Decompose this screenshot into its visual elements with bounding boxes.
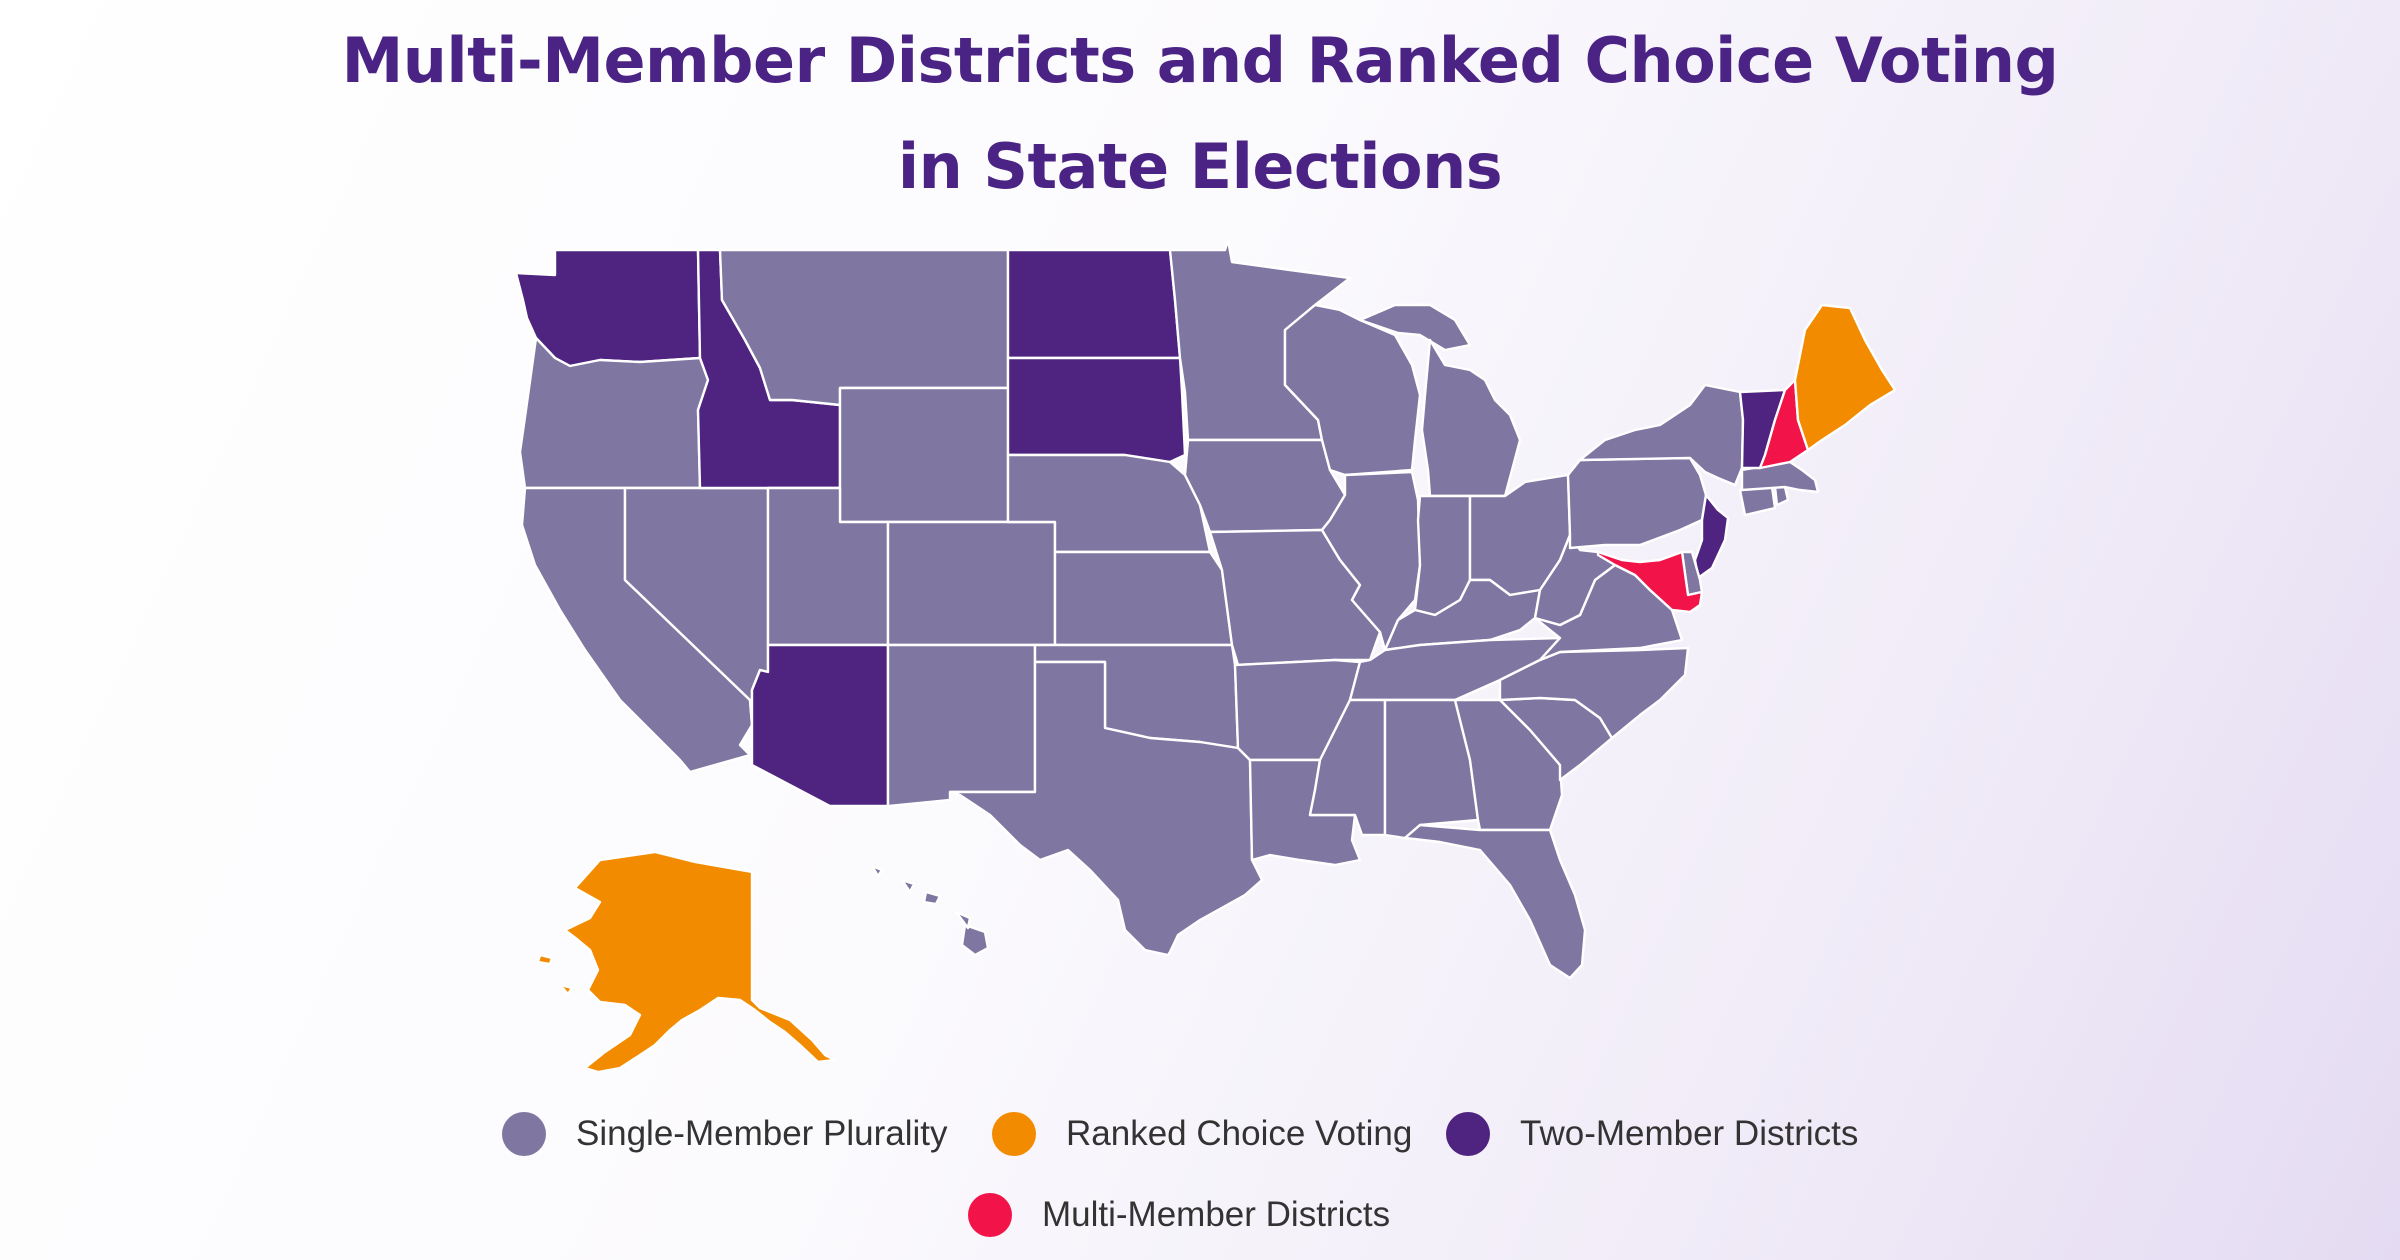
state-iowa[interactable] — [1183, 438, 1347, 534]
legend-swatch-multi-member — [968, 1193, 1012, 1237]
state-hawaii[interactable] — [870, 864, 990, 957]
legend-swatch-ranked-choice — [992, 1112, 1036, 1156]
state-new-mexico[interactable] — [886, 643, 1037, 808]
state-colorado[interactable] — [886, 520, 1057, 647]
state-south-dakota[interactable] — [1006, 356, 1187, 464]
legend-item-single-member: Single-Member Plurality — [502, 1112, 948, 1156]
legend-label-ranked-choice: Ranked Choice Voting — [1066, 1114, 1413, 1153]
legend-label-two-member: Two-Member Districts — [1520, 1114, 1859, 1153]
state-massachusetts[interactable] — [1740, 460, 1820, 494]
state-alaska[interactable] — [536, 850, 837, 1074]
legend-label-single-member: Single-Member Plurality — [576, 1114, 948, 1153]
state-arizona[interactable] — [750, 643, 890, 808]
state-kentucky[interactable] — [1383, 578, 1542, 652]
title-line-1: Multi-Member Districts and Ranked Choice… — [341, 24, 2059, 97]
state-pennsylvania[interactable] — [1566, 456, 1708, 550]
state-michigan[interactable] — [1358, 303, 1522, 498]
state-oregon[interactable] — [518, 336, 710, 490]
state-wyoming[interactable] — [838, 386, 1010, 524]
state-wisconsin[interactable] — [1283, 303, 1422, 477]
state-rhode-island[interactable] — [1773, 485, 1790, 507]
state-montana[interactable] — [718, 248, 1010, 407]
state-connecticut[interactable] — [1738, 485, 1777, 517]
legend-swatch-single-member — [502, 1112, 546, 1156]
legend-item-ranked-choice: Ranked Choice Voting — [992, 1112, 1412, 1156]
state-texas[interactable] — [948, 660, 1264, 957]
state-kansas[interactable] — [1053, 550, 1234, 647]
state-new-jersey[interactable] — [1693, 493, 1730, 580]
title-line-2: in State Elections — [897, 130, 1503, 203]
page-title: Multi-Member Districts and Ranked Choice… — [0, 8, 2400, 220]
legend-swatch-two-member — [1446, 1112, 1490, 1156]
legend-label-multi-member: Multi-Member Districts — [1042, 1195, 1391, 1234]
legend-item-multi-member: Multi-Member Districts — [968, 1193, 1390, 1237]
state-nebraska[interactable] — [1006, 453, 1212, 554]
state-maine[interactable] — [1793, 303, 1897, 452]
legend-item-two-member: Two-Member Districts — [1446, 1112, 1858, 1156]
state-north-dakota[interactable] — [1006, 248, 1182, 360]
state-maryland[interactable] — [1596, 550, 1704, 614]
state-florida[interactable] — [1403, 823, 1587, 980]
